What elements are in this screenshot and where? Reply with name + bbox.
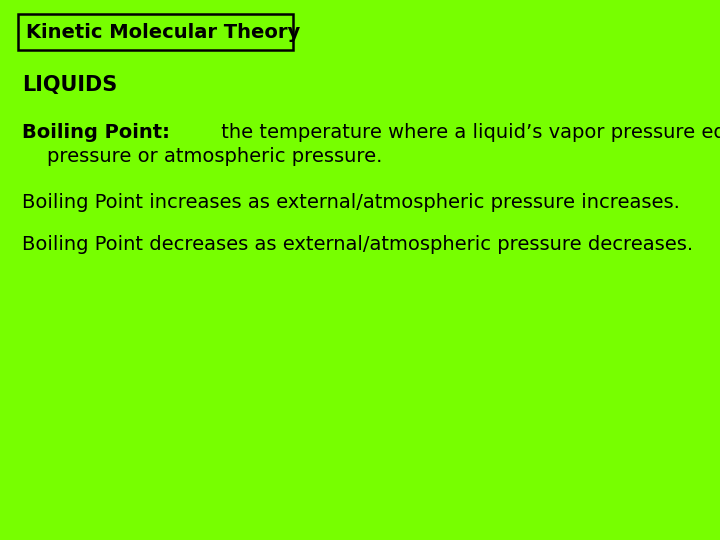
Text: Kinetic Molecular Theory: Kinetic Molecular Theory xyxy=(26,23,300,42)
Text: Boiling Point decreases as external/atmospheric pressure decreases.: Boiling Point decreases as external/atmo… xyxy=(22,235,693,254)
Text: the temperature where a liquid’s vapor pressure equals the external: the temperature where a liquid’s vapor p… xyxy=(215,123,720,141)
Text: Boiling Point:: Boiling Point: xyxy=(22,123,170,141)
Text: Boiling Point increases as external/atmospheric pressure increases.: Boiling Point increases as external/atmo… xyxy=(22,192,680,212)
Text: pressure or atmospheric pressure.: pressure or atmospheric pressure. xyxy=(22,147,382,166)
Bar xyxy=(18,14,293,50)
Text: LIQUIDS: LIQUIDS xyxy=(22,75,117,95)
